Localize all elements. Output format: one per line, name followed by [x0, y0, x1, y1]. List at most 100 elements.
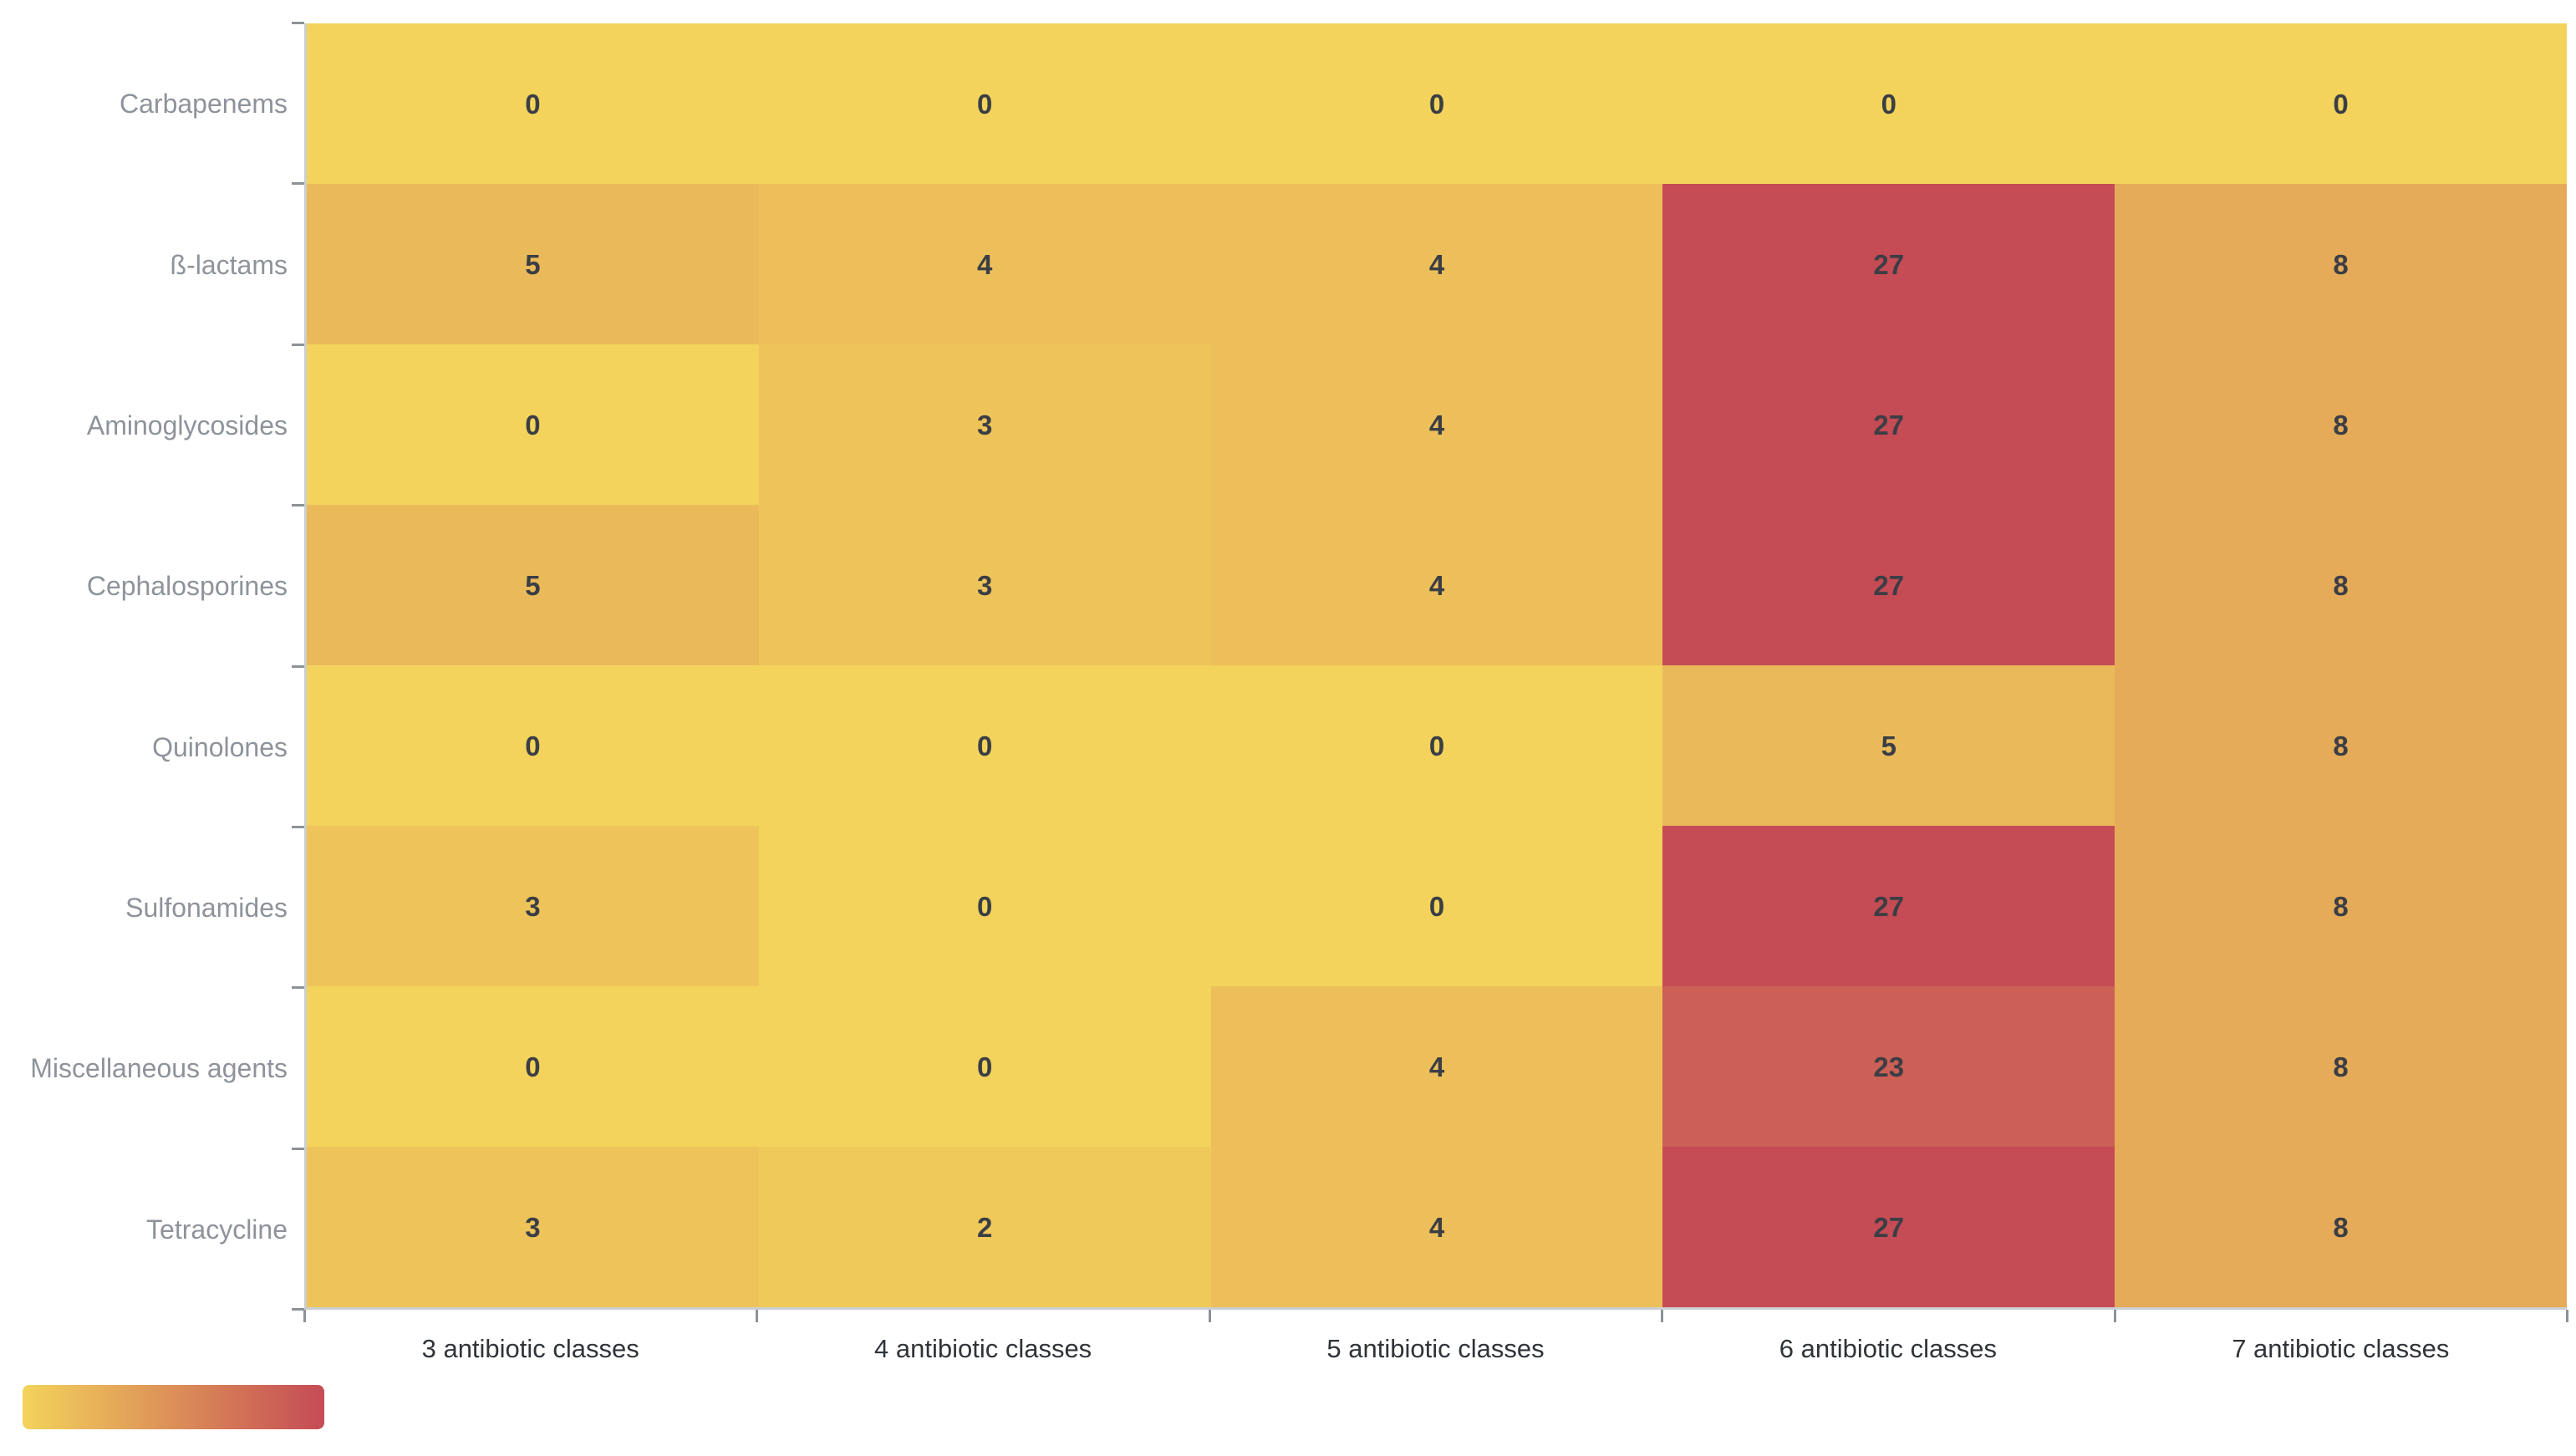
plot-area: 0 0 0 0 0 5 4 4 27 8 0 3 4 27 8 5 3 4 27 8 0 0 0 5 8 3 0 0 27 8 0 0 4 23 8… — [292, 22, 2568, 1322]
heatmap-cell-value: 5 — [525, 248, 541, 280]
heatmap-cell: 4 — [1210, 184, 1663, 344]
heatmap-cell: 8 — [2115, 184, 2567, 344]
x-axis-tick — [2566, 1310, 2568, 1322]
heatmap-cell-value: 0 — [977, 730, 993, 761]
heatmap-cell: 3 — [758, 344, 1211, 505]
heatmap-cell: 5 — [307, 505, 759, 665]
heatmap-cell: 27 — [1662, 826, 2115, 986]
heatmap-cell-value: 4 — [1428, 569, 1445, 601]
heatmap-cell: 0 — [2115, 23, 2567, 184]
heatmap-cell: 0 — [758, 826, 1211, 986]
y-axis-label: Cephalosporines — [86, 571, 288, 602]
x-axis-tick — [303, 1310, 306, 1322]
heatmap-cell-value: 4 — [1428, 1051, 1445, 1082]
x-axis-tick — [756, 1310, 758, 1322]
heatmap-cell-value: 27 — [1873, 569, 1905, 601]
heatmap-cell: 4 — [1210, 344, 1663, 505]
y-axis-tick — [292, 1308, 304, 1311]
y-axis-labels: Carbapenems ß-lactams Aminoglycosides Cepha… — [0, 23, 288, 1310]
heatmap-cell: 0 — [307, 665, 759, 826]
heatmap-cell: 4 — [758, 184, 1211, 344]
y-axis-tick — [292, 665, 304, 668]
x-axis-tick — [1209, 1310, 1211, 1322]
heatmap-cell-value: 8 — [2333, 730, 2349, 761]
x-axis-tick — [2114, 1310, 2116, 1322]
heatmap-cell-value: 0 — [977, 890, 993, 922]
heatmap-cell: 23 — [1662, 986, 2115, 1147]
heatmap-cell: 0 — [307, 23, 759, 184]
heatmap-cell-value: 8 — [2333, 1211, 2349, 1243]
heatmap-cell: 8 — [2115, 826, 2567, 986]
x-axis-label: 5 antibiotic classes — [1326, 1334, 1545, 1363]
heatmap-cell-value: 0 — [525, 88, 541, 120]
heatmap-cell-value: 0 — [525, 1051, 541, 1082]
heatmap-cell-value: 2 — [977, 1211, 993, 1243]
heatmap-cell-value: 0 — [1881, 88, 1896, 120]
heatmap-cell-value: 8 — [2333, 248, 2349, 280]
y-axis-label: Miscellaneous agents — [30, 1053, 288, 1084]
heatmap-cell: 4 — [1210, 986, 1663, 1147]
heatmap-cell-value: 27 — [1873, 248, 1905, 280]
color-scale-legend — [23, 1385, 324, 1429]
heatmap-cell-value: 3 — [525, 1211, 541, 1243]
heatmap-cell: 0 — [758, 986, 1211, 1147]
y-axis-label: Tetracycline — [146, 1214, 288, 1245]
heatmap-cell-value: 8 — [2333, 569, 2349, 601]
x-axis-tick — [1661, 1310, 1663, 1322]
heatmap-cell: 27 — [1662, 344, 2115, 505]
y-axis-tick — [292, 826, 304, 828]
heatmap-cell: 0 — [1210, 23, 1663, 184]
heatmap-cell: 0 — [307, 344, 759, 505]
y-axis-label: Quinolones — [152, 731, 288, 762]
heatmap-cell: 5 — [1662, 665, 2115, 826]
heatmap-cell-value: 27 — [1873, 409, 1905, 440]
heatmap-cell-value: 8 — [2333, 1051, 2349, 1082]
x-axis-labels: 3 antibiotic classes 4 antibiotic classes… — [304, 1324, 2567, 1374]
heatmap-cell-value: 8 — [2333, 890, 2349, 922]
heatmap-cell-value: 0 — [2333, 88, 2349, 120]
heatmap-cell: 2 — [758, 1147, 1211, 1307]
heatmap-cell-value: 4 — [1428, 248, 1445, 280]
y-axis-tick — [292, 344, 304, 346]
heatmap-cell: 4 — [1210, 1147, 1663, 1307]
heatmap-cell-value: 0 — [525, 730, 541, 761]
heatmap-cell-value: 4 — [977, 248, 993, 280]
heatmap-cell-value: 0 — [525, 409, 541, 440]
y-axis-label: Sulfonamides — [125, 893, 288, 924]
heatmap-cell: 27 — [1662, 505, 2115, 665]
heatmap-cell: 8 — [2115, 344, 2567, 505]
heatmap-cell-value: 8 — [2333, 409, 2349, 440]
heatmap-cell: 3 — [758, 505, 1211, 665]
heatmap-cell: 27 — [1662, 1147, 2115, 1307]
heatmap-cell-value: 0 — [1428, 890, 1445, 922]
heatmap-cell: 0 — [1662, 23, 2115, 184]
heatmap-cell: 4 — [1210, 505, 1663, 665]
heatmap-cell-value: 0 — [977, 1051, 993, 1082]
y-axis-tick — [292, 22, 304, 24]
heatmap-cell: 8 — [2115, 986, 2567, 1147]
y-axis-tick — [292, 182, 304, 185]
heatmap-cell-value: 5 — [1881, 730, 1896, 761]
x-axis-label: 7 antibiotic classes — [2232, 1334, 2450, 1363]
heatmap-grid: 0 0 0 0 0 5 4 4 27 8 0 3 4 27 8 5 3 4 27 8 0 0 0 5 8 3 0 0 27 8 0 0 4 23 8… — [307, 23, 2567, 1307]
heatmap-cell-value: 23 — [1873, 1051, 1905, 1082]
heatmap-cell: 0 — [307, 986, 759, 1147]
heatmap-cell: 3 — [307, 1147, 759, 1307]
heatmap-cell: 5 — [307, 184, 759, 344]
x-axis-label: 4 antibiotic classes — [874, 1334, 1092, 1363]
heatmap-cell-value: 27 — [1873, 890, 1905, 922]
heatmap-cell: 0 — [758, 23, 1211, 184]
heatmap-cell: 8 — [2115, 665, 2567, 826]
y-axis-label: ß-lactams — [170, 249, 288, 280]
heatmap-cell-value: 3 — [525, 890, 541, 922]
x-axis-label: 6 antibiotic classes — [1779, 1334, 1997, 1363]
heatmap-cell: 27 — [1662, 184, 2115, 344]
x-axis-label: 3 antibiotic classes — [421, 1334, 639, 1363]
heatmap-cell-value: 0 — [1428, 730, 1445, 761]
heatmap-cell: 8 — [2115, 505, 2567, 665]
y-axis-label: Carbapenems — [120, 89, 288, 120]
y-axis-tick — [292, 986, 304, 989]
heatmap-cell: 0 — [1210, 826, 1663, 986]
heatmap-cell-value: 4 — [1428, 409, 1445, 440]
